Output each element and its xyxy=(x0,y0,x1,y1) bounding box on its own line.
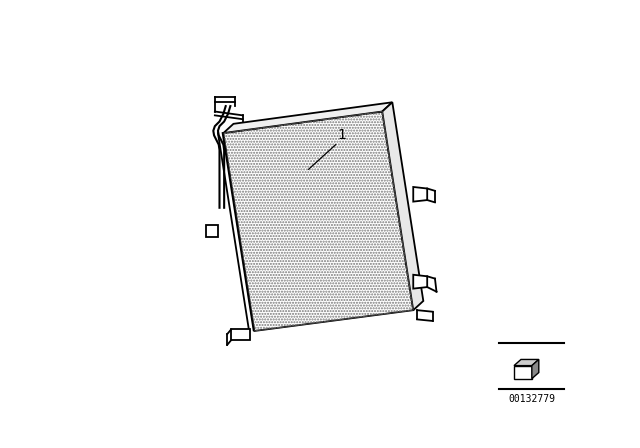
Polygon shape xyxy=(223,112,413,331)
Polygon shape xyxy=(514,366,532,379)
Text: 00132779: 00132779 xyxy=(508,394,556,404)
Text: 1: 1 xyxy=(337,128,346,142)
Polygon shape xyxy=(223,102,392,133)
Polygon shape xyxy=(514,359,539,366)
Polygon shape xyxy=(413,187,428,202)
Polygon shape xyxy=(532,359,539,379)
Polygon shape xyxy=(231,329,250,340)
Polygon shape xyxy=(382,102,423,310)
Polygon shape xyxy=(205,225,218,237)
Polygon shape xyxy=(413,275,428,289)
